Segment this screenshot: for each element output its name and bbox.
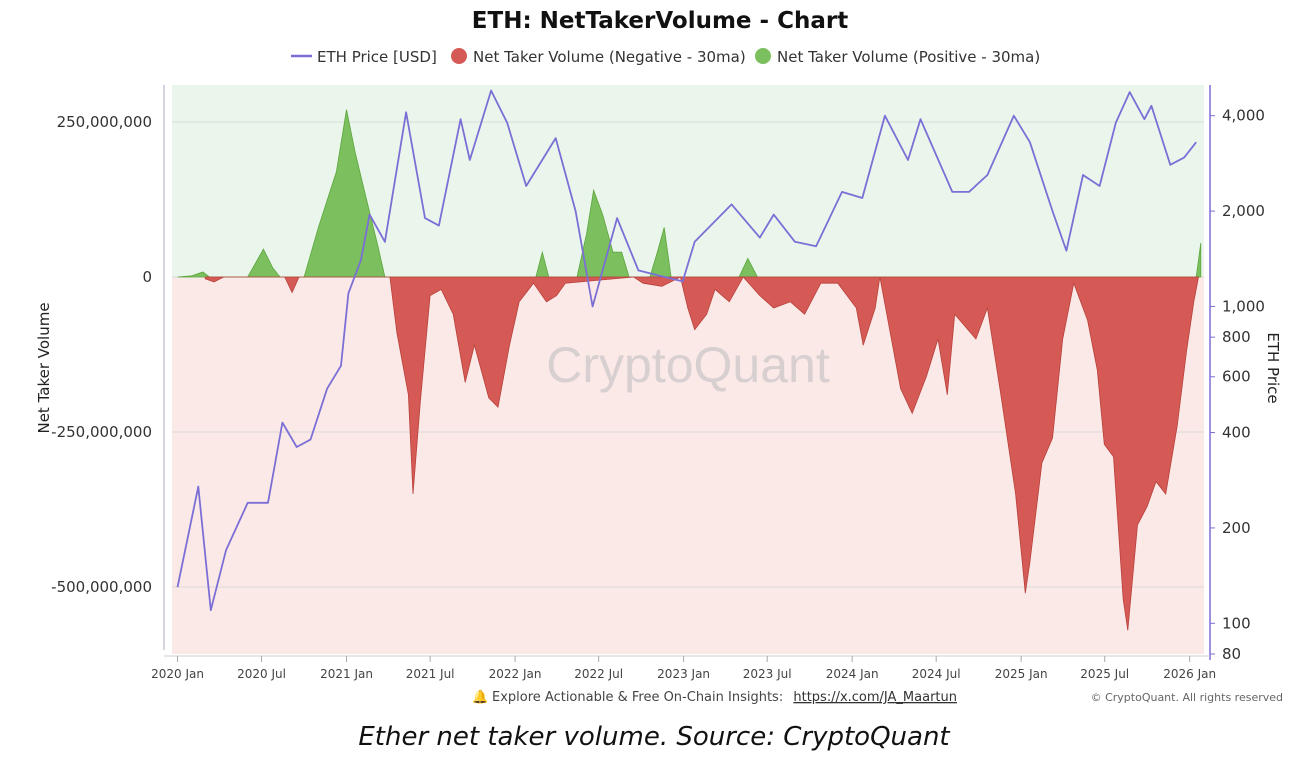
y2-tick-label: 600: [1222, 368, 1251, 386]
legend-item-price[interactable]: ETH Price [USD]: [291, 48, 437, 66]
x-tick-label: 2020 Jan: [151, 667, 204, 681]
y2-tick-label: 1,000: [1222, 297, 1265, 315]
chart-title: ETH: NetTakerVolume - Chart: [472, 8, 848, 34]
y-tick-label: 250,000,000: [57, 113, 152, 131]
watermark: CryptoQuant: [546, 337, 830, 393]
price-line: [176, 89, 1197, 612]
y2-tick-label: 2,000: [1222, 202, 1265, 220]
x-tick-label: 2023 Jul: [743, 667, 792, 681]
y2-axis-title: ETH Price: [1264, 332, 1282, 403]
legend-item-negative[interactable]: Net Taker Volume (Negative - 30ma): [451, 48, 746, 66]
y2-tick-label: 4,000: [1222, 107, 1265, 125]
x-tick-label: 2021 Jul: [406, 667, 455, 681]
chart: CryptoQuant ETH: NetTakerVolume - Chart …: [35, 8, 1283, 705]
y-axis-ticks: 250,000,000 0 -250,000,000 -500,000,000: [51, 113, 152, 596]
red-dot-icon: [451, 48, 467, 64]
legend-label-negative: Net Taker Volume (Negative - 30ma): [473, 48, 746, 66]
price-series: [176, 89, 1197, 612]
x-tick-label: 2024 Jul: [912, 667, 961, 681]
x-tick-label: 2025 Jul: [1080, 667, 1129, 681]
footer-link[interactable]: https://x.com/JA_Maartun: [793, 690, 957, 705]
x-tick-label: 2025 Jan: [995, 667, 1048, 681]
x-tick-label: 2022 Jul: [574, 667, 623, 681]
y-tick-label: 0: [142, 268, 152, 286]
figure-caption: Ether net taker volume. Source: CryptoQu…: [358, 722, 950, 752]
y2-tick-label: 100: [1222, 614, 1251, 632]
legend-label-positive: Net Taker Volume (Positive - 30ma): [777, 48, 1040, 66]
y2-tick-label: 80: [1222, 645, 1241, 663]
y-axis-title: Net Taker Volume: [35, 302, 53, 433]
negative-volume-area: [204, 276, 1199, 631]
copyright: © CryptoQuant. All rights reserved: [1091, 691, 1283, 704]
y-tick-label: -500,000,000: [51, 578, 152, 596]
footer-text: Explore Actionable & Free On-Chain Insig…: [492, 690, 957, 705]
footer-cta: Explore Actionable & Free On-Chain Insig…: [492, 690, 783, 705]
y2-tick-label: 400: [1222, 424, 1251, 442]
x-tick-label: 2024 Jan: [826, 667, 879, 681]
x-tick-label: 2022 Jan: [489, 667, 542, 681]
legend: ETH Price [USD] Net Taker Volume (Negati…: [291, 48, 1040, 66]
legend-item-positive[interactable]: Net Taker Volume (Positive - 30ma): [755, 48, 1040, 66]
y-tick-label: -250,000,000: [51, 423, 152, 441]
green-dot-icon: [755, 48, 771, 64]
legend-label-price: ETH Price [USD]: [317, 48, 437, 66]
x-tick-label: 2020 Jul: [237, 667, 286, 681]
footer: 🔔 Explore Actionable & Free On-Chain Ins…: [472, 689, 1283, 705]
x-tick-label: 2026 Jan: [1163, 667, 1216, 681]
negative-volume-series: [204, 276, 1199, 631]
x-axis-ticks: 2020 Jan 2020 Jul 2021 Jan 2021 Jul 2022 Jan…: [151, 656, 1216, 681]
y2-axis-ticks: 4,000 2,000 1,000 800 600 400 200 100 80: [1210, 107, 1265, 663]
y2-tick-label: 800: [1222, 328, 1251, 346]
x-tick-label: 2021 Jan: [320, 667, 373, 681]
bell-icon: 🔔: [472, 689, 488, 705]
y2-tick-label: 200: [1222, 519, 1251, 537]
x-tick-label: 2023 Jan: [657, 667, 710, 681]
